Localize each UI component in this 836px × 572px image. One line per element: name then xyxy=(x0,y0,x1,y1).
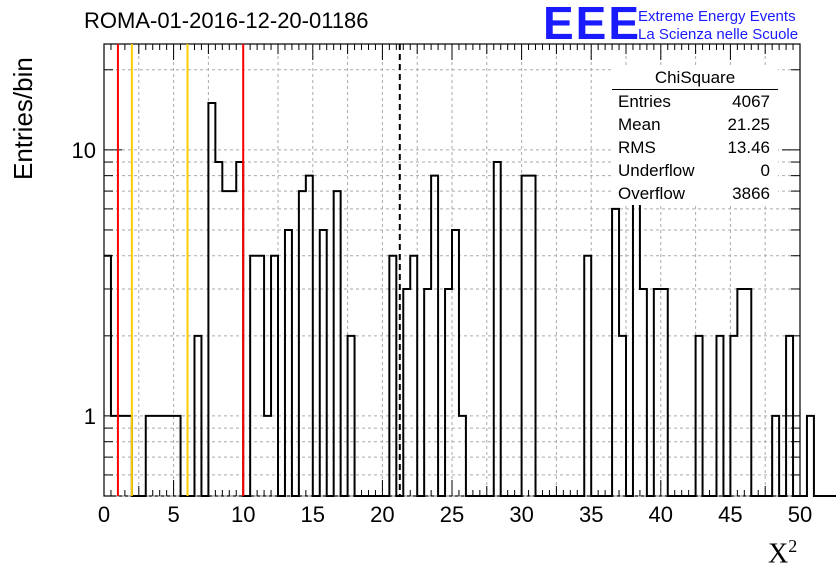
histogram-bin xyxy=(320,230,327,496)
histogram-bin xyxy=(654,289,661,496)
histogram-bin xyxy=(661,289,668,496)
y-tick-label: 10 xyxy=(72,138,96,163)
stats-row: Mean 21.25 xyxy=(612,113,778,136)
histogram-bin xyxy=(389,256,396,496)
histogram-bin xyxy=(744,289,751,496)
eee-logo: EEE Extreme Energy Events La Scienza nel… xyxy=(543,0,833,49)
histogram-line xyxy=(104,102,836,497)
stats-value: 13.46 xyxy=(727,138,770,157)
stats-row: Underflow 0 xyxy=(612,159,778,182)
x-tick-label: 15 xyxy=(301,502,325,527)
stats-row: RMS 13.46 xyxy=(612,136,778,159)
histogram-bin xyxy=(215,162,222,496)
histogram-bin xyxy=(271,256,278,496)
histogram-bin xyxy=(424,289,431,496)
stats-value: 4067 xyxy=(732,92,770,111)
histogram-bin xyxy=(236,162,243,496)
histogram-bin xyxy=(445,289,452,496)
histogram-bin xyxy=(612,209,619,496)
stats-row: Entries 4067 xyxy=(612,90,778,113)
histogram-bin xyxy=(229,191,236,496)
x-tick-label: 0 xyxy=(98,502,110,527)
histogram-bin xyxy=(640,289,647,496)
x-tick-label: 45 xyxy=(718,502,742,527)
histogram-bin xyxy=(403,289,410,496)
x-tick-label: 50 xyxy=(788,502,812,527)
histogram-bin xyxy=(222,191,229,496)
y-axis-label: Entries/bin xyxy=(8,57,38,180)
tick-labels: 0 5 10 15 20 25 30 35 40 45 50 1 10 xyxy=(72,138,813,527)
stats-value: 3866 xyxy=(732,184,770,203)
stats-label: Overflow xyxy=(618,184,686,203)
x-tick-label: 25 xyxy=(440,502,464,527)
stats-label: RMS xyxy=(618,138,656,157)
histogram-bin xyxy=(334,191,341,496)
logo-mark: EEE xyxy=(543,0,642,49)
x-tick-label: 40 xyxy=(649,502,673,527)
stats-value: 21.25 xyxy=(727,115,770,134)
x-tick-label: 35 xyxy=(579,502,603,527)
y-tick-label: 1 xyxy=(84,404,96,429)
histogram-bin xyxy=(494,162,501,496)
x-axis-label: X2 xyxy=(768,536,798,570)
stats-value: 0 xyxy=(760,161,770,180)
histogram-bin xyxy=(257,256,264,496)
stats-label: Entries xyxy=(618,92,671,111)
histogram xyxy=(104,102,836,497)
stats-label: Mean xyxy=(618,115,661,134)
histogram-bin xyxy=(104,256,111,496)
histogram-bin xyxy=(807,416,814,496)
x-tick-label: 20 xyxy=(370,502,394,527)
histogram-bin xyxy=(285,230,292,496)
chart-title: ROMA-01-2016-12-20-01186 xyxy=(84,8,369,33)
histogram-bin xyxy=(737,289,744,496)
logo-line-2: La Scienza nelle Scuole xyxy=(638,26,799,43)
histogram-bin xyxy=(410,256,417,496)
stats-title: ChiSquare xyxy=(612,67,778,90)
stats-box: ChiSquare Entries 4067 Mean 21.25 RMS 13.46… xyxy=(612,67,778,205)
histogram-bin xyxy=(452,230,459,496)
histogram-bin xyxy=(584,256,591,496)
histogram-bin xyxy=(299,191,306,496)
logo-line-1: Extreme Energy Events xyxy=(638,8,796,25)
x-tick-label: 30 xyxy=(509,502,533,527)
stats-row: Overflow 3866 xyxy=(612,182,778,205)
x-tick-label: 5 xyxy=(167,502,179,527)
reference-lines xyxy=(116,44,401,496)
stats-label: Underflow xyxy=(618,161,695,180)
x-tick-label: 10 xyxy=(231,502,255,527)
histogram-bin xyxy=(250,256,257,496)
